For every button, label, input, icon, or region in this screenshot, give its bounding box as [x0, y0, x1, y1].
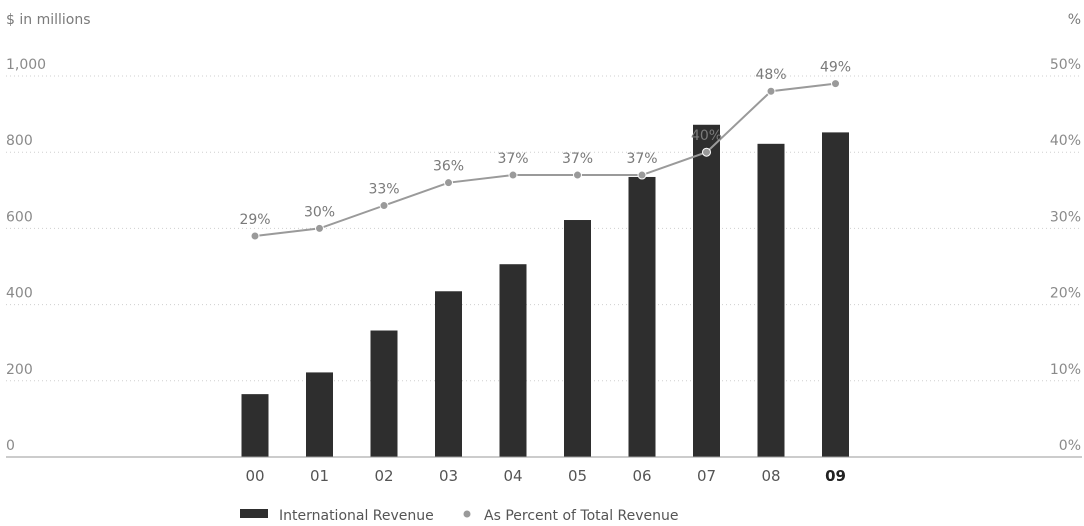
percent-point — [831, 79, 840, 89]
percent-data-label: 36% — [433, 159, 464, 175]
percent-point — [637, 170, 647, 180]
x-tick-label: 09 — [825, 467, 846, 485]
y-axis-unit-label: $ in millions — [6, 12, 91, 28]
legend: International Revenue As Percent of Tota… — [240, 508, 679, 524]
percent-point — [444, 178, 453, 188]
y2-tick-label: 20% — [1050, 286, 1081, 302]
bar — [822, 132, 849, 457]
axes: 0 200 400 600 800 1,000 0% 10% 20% 30% 40% 50% 00 01 0… — [6, 57, 1082, 485]
y2-tick-label: 40% — [1050, 133, 1081, 149]
percent-data-label: 37% — [497, 151, 528, 167]
legend-bar-label: International Revenue — [279, 508, 434, 524]
x-tick-label: 05 — [568, 467, 587, 485]
percent-data-label: 48% — [755, 67, 786, 83]
x-tick-label: 03 — [439, 467, 458, 485]
percent-point — [379, 201, 389, 211]
x-tick-label: 02 — [374, 467, 393, 485]
y2-tick-label: 0% — [1059, 438, 1081, 454]
bar — [628, 176, 656, 457]
y-tick-label: 0 — [6, 438, 15, 454]
bar — [435, 291, 462, 457]
x-tick-label: 01 — [310, 467, 329, 485]
percent-point — [508, 170, 518, 180]
percent-data-label: 49% — [820, 60, 851, 76]
bar — [499, 264, 527, 457]
gridlines — [6, 75, 1082, 382]
x-tick-label: 00 — [245, 467, 264, 485]
bar-series — [241, 124, 849, 457]
x-tick-label: 07 — [697, 467, 716, 485]
percent-point — [250, 231, 260, 241]
percent-point — [766, 86, 776, 96]
y2-tick-label: 30% — [1050, 209, 1081, 225]
y2-tick-label: 50% — [1050, 57, 1081, 73]
y-tick-label: 800 — [6, 133, 33, 149]
y-tick-label: 600 — [6, 209, 33, 225]
y-tick-label: 200 — [6, 362, 33, 378]
legend-line-marker — [463, 510, 471, 518]
bar — [693, 124, 720, 457]
x-tick-label: 08 — [761, 467, 780, 485]
y-tick-label: 400 — [6, 286, 33, 302]
percent-point — [315, 223, 324, 233]
bar — [306, 372, 333, 457]
x-tick-label: 06 — [632, 467, 651, 485]
percent-data-label: 37% — [626, 151, 657, 167]
bar — [370, 330, 398, 457]
percent-line — [254, 82, 836, 238]
bar — [564, 220, 591, 457]
percent-data-label: 30% — [304, 204, 335, 220]
y-tick-label: 1,000 — [6, 57, 46, 73]
y2-tick-label: 10% — [1050, 362, 1081, 378]
line-series: 29% 30% 33% 36% 37% 37% 37% 40% 48% 49% — [239, 60, 851, 241]
legend-line-label: As Percent of Total Revenue — [484, 508, 679, 524]
percent-point — [702, 147, 711, 157]
bar — [757, 143, 785, 457]
legend-bar-swatch — [240, 509, 268, 518]
percent-data-label: 29% — [239, 212, 270, 228]
bar — [241, 394, 269, 457]
percent-data-label: 40% — [691, 128, 722, 144]
percent-point — [573, 170, 582, 180]
y2-axis-unit-label: % — [1068, 12, 1081, 28]
percent-data-label: 37% — [562, 151, 593, 167]
percent-data-label: 33% — [368, 182, 399, 198]
x-tick-label: 04 — [503, 467, 522, 485]
